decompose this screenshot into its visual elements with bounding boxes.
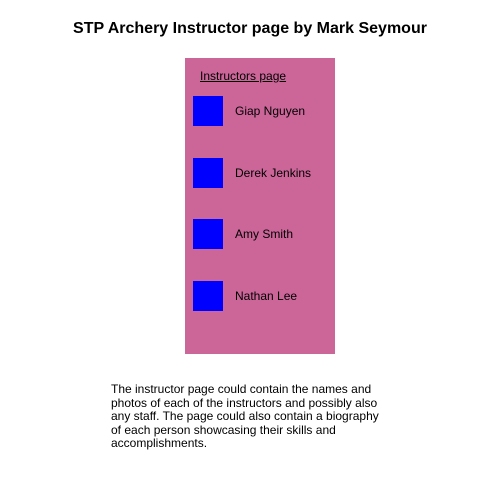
instructors-page-link[interactable]: Instructors page xyxy=(200,69,287,83)
instructor-item-giap-nguyen[interactable]: Giap Nguyen xyxy=(193,96,333,126)
page-description: The instructor page could contain the na… xyxy=(111,382,379,450)
instructor-name: Derek Jenkins xyxy=(235,166,312,180)
instructor-item-derek-jenkins[interactable]: Derek Jenkins xyxy=(193,158,333,188)
instructor-item-amy-smith[interactable]: Amy Smith xyxy=(193,219,333,249)
instructor-photo-placeholder[interactable] xyxy=(193,158,223,188)
instructor-photo-placeholder[interactable] xyxy=(193,281,223,311)
instructor-name: Nathan Lee xyxy=(235,289,298,303)
instructor-photo-placeholder[interactable] xyxy=(193,96,223,126)
instructor-photo-placeholder[interactable] xyxy=(193,219,223,249)
instructor-item-nathan-lee[interactable]: Nathan Lee xyxy=(193,281,333,311)
page-title: STP Archery Instructor page by Mark Seym… xyxy=(73,20,427,37)
instructor-name: Amy Smith xyxy=(235,227,294,241)
instructors-panel: Instructors page Giap Nguyen Derek Jenki… xyxy=(185,58,335,354)
instructor-name: Giap Nguyen xyxy=(235,104,306,118)
